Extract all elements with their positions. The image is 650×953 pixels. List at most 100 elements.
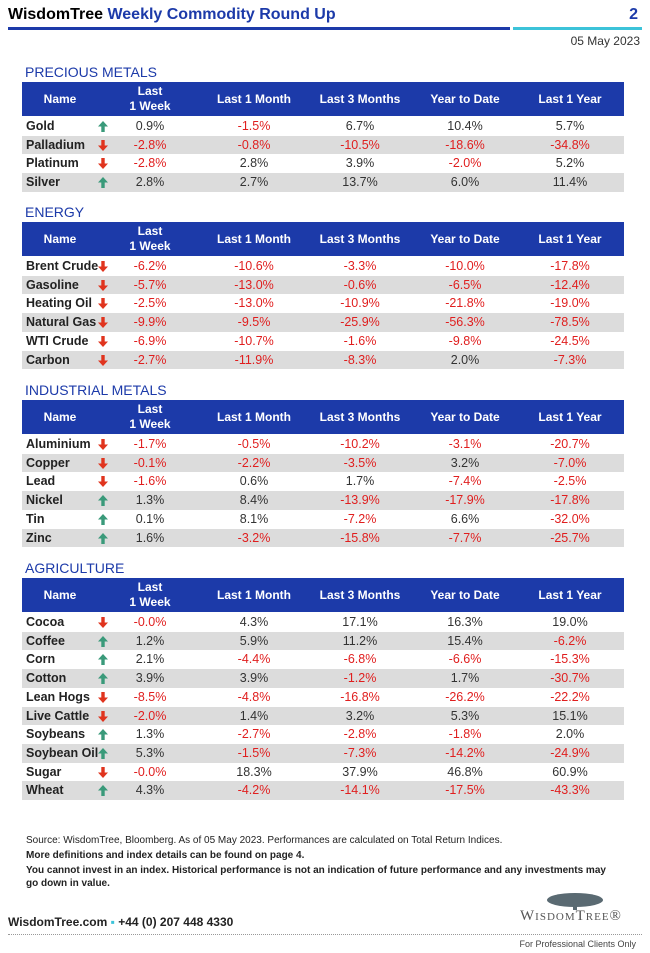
row-name: Tin xyxy=(26,511,45,526)
value-cell: 0.6% xyxy=(239,474,269,489)
value-cell: -4.4% xyxy=(237,652,271,667)
row-name: Zinc xyxy=(26,530,52,545)
value-cell: -17.8% xyxy=(550,493,590,508)
trend-arrow xyxy=(98,121,108,132)
value-cell: -0.0% xyxy=(133,764,167,779)
table-row: Silver 2.8% 2.7% 13.7% 6.0% 11.4% xyxy=(22,173,624,192)
trend-arrow xyxy=(98,617,108,628)
table-row: Coffee 1.2% 5.9% 11.2% 15.4% -6.2% xyxy=(22,631,624,651)
value-cell: -2.8% xyxy=(133,137,167,152)
row-name: Soybeans xyxy=(26,727,86,742)
value-cell: -7.3% xyxy=(553,352,587,367)
row-name: Live Cattle xyxy=(26,708,90,723)
value-cell: -17.5% xyxy=(445,783,485,798)
value-cell: -13.0% xyxy=(234,277,274,292)
value-cell: 15.1% xyxy=(552,708,588,723)
header-rule xyxy=(8,27,510,30)
trend-arrow xyxy=(98,513,108,525)
value-cell: -43.3% xyxy=(550,783,590,798)
trend-arrow xyxy=(98,158,108,170)
trend-arrow xyxy=(98,317,108,329)
column-header: Last 1 Week xyxy=(129,402,171,431)
value-cell: 0.1% xyxy=(135,511,165,526)
value-cell: -6.2% xyxy=(553,633,587,648)
phone: +44 (0) 207 448 4330 xyxy=(118,915,234,929)
value-cell: 8.1% xyxy=(239,511,269,526)
table-row: Live Cattle -2.0% 1.4% 3.2% 5.3% 15.1% xyxy=(22,706,624,726)
table-row: Carbon -2.7% -11.9% -8.3% 2.0% -7.3% xyxy=(22,350,624,370)
column-header: Year to Date xyxy=(430,91,500,106)
value-cell: 6.0% xyxy=(450,175,480,190)
value-cell: -1.6% xyxy=(133,474,167,489)
doc-title: Weekly Commodity Round Up xyxy=(107,6,336,23)
value-cell: -10.2% xyxy=(340,437,380,451)
table-header: Name Last 1 Week Last 1 Month Last 3 Months… xyxy=(22,400,624,434)
value-cell: 15.4% xyxy=(447,633,483,648)
section-title: ENERGY xyxy=(25,204,85,220)
column-header: Last 1 Month xyxy=(217,409,291,424)
value-cell: -2.5% xyxy=(133,296,167,311)
value-cell: -56.3% xyxy=(445,315,485,330)
value-cell: -32.0% xyxy=(550,511,590,526)
value-cell: -34.8% xyxy=(550,137,590,152)
table-row: WTI Crude -6.9% -10.7% -1.6% -9.8% -24.5% xyxy=(22,332,624,351)
value-cell: -1.7% xyxy=(133,437,167,451)
value-cell: -2.0% xyxy=(448,156,482,171)
table-row: Corn 2.1% -4.4% -6.8% -6.6% -15.3% xyxy=(22,650,624,669)
table-row: Sugar -0.0% 18.3% 37.9% 46.8% 60.9% xyxy=(22,763,624,782)
column-header: Last 3 Months xyxy=(319,91,401,106)
table-row: Cocoa -0.0% 4.3% 17.1% 16.3% 19.0% xyxy=(22,613,624,632)
value-cell: -24.9% xyxy=(550,745,590,760)
value-cell: -16.8% xyxy=(340,689,380,704)
column-header: Last 1 Week xyxy=(129,580,171,609)
value-cell: -3.5% xyxy=(343,455,377,470)
trend-arrow xyxy=(98,139,108,151)
value-cell: -0.0% xyxy=(133,615,167,629)
value-cell: -13.9% xyxy=(340,493,380,508)
value-cell: -2.8% xyxy=(133,156,167,171)
value-cell: 0.9% xyxy=(135,119,165,133)
value-cell: 2.1% xyxy=(135,652,165,667)
row-name: Lean Hogs xyxy=(26,689,90,704)
trend-arrow xyxy=(98,495,108,507)
value-cell: 11.4% xyxy=(552,175,588,190)
row-name: Cocoa xyxy=(26,615,65,629)
value-cell: 5.3% xyxy=(135,745,165,760)
value-cell: 2.7% xyxy=(239,175,269,190)
column-header: Last 1 Year xyxy=(538,231,602,246)
date: 05 May 2023 xyxy=(570,34,640,48)
trend-arrow xyxy=(98,729,108,741)
value-cell: -5.7% xyxy=(133,277,167,292)
value-cell: 11.2% xyxy=(342,633,378,648)
value-cell: -2.5% xyxy=(553,474,587,489)
trend-arrow xyxy=(98,476,108,488)
column-header: Last 1 Month xyxy=(217,231,291,246)
section-title: AGRICULTURE xyxy=(25,560,125,576)
value-cell: -2.2% xyxy=(237,455,271,470)
value-cell: 37.9% xyxy=(342,764,378,779)
column-header: Name xyxy=(43,409,77,424)
value-cell: -1.8% xyxy=(448,727,482,742)
value-cell: 16.3% xyxy=(447,615,483,629)
value-cell: 3.9% xyxy=(135,671,165,686)
value-cell: 17.1% xyxy=(342,615,378,629)
row-name: Heating Oil xyxy=(26,296,92,311)
column-header: Name xyxy=(43,587,77,602)
value-cell: -24.5% xyxy=(550,333,590,348)
trend-arrow xyxy=(98,298,108,310)
tagline: For Professional Clients Only xyxy=(519,939,636,949)
value-cell: -20.7% xyxy=(550,437,590,451)
doc-header: WisdomTree Weekly Commodity Round Up xyxy=(8,6,336,24)
value-cell: -6.2% xyxy=(133,259,167,273)
column-header: Year to Date xyxy=(430,587,500,602)
value-cell: -0.5% xyxy=(237,437,271,451)
row-name: Corn xyxy=(26,652,56,667)
row-name: Aluminium xyxy=(26,437,91,451)
value-cell: -6.5% xyxy=(448,277,482,292)
value-cell: -17.9% xyxy=(445,493,485,508)
value-cell: -14.1% xyxy=(340,783,380,798)
trend-arrow xyxy=(98,635,108,647)
note: You cannot invest in an index. Historica… xyxy=(26,865,606,889)
value-cell: -6.6% xyxy=(448,652,482,667)
